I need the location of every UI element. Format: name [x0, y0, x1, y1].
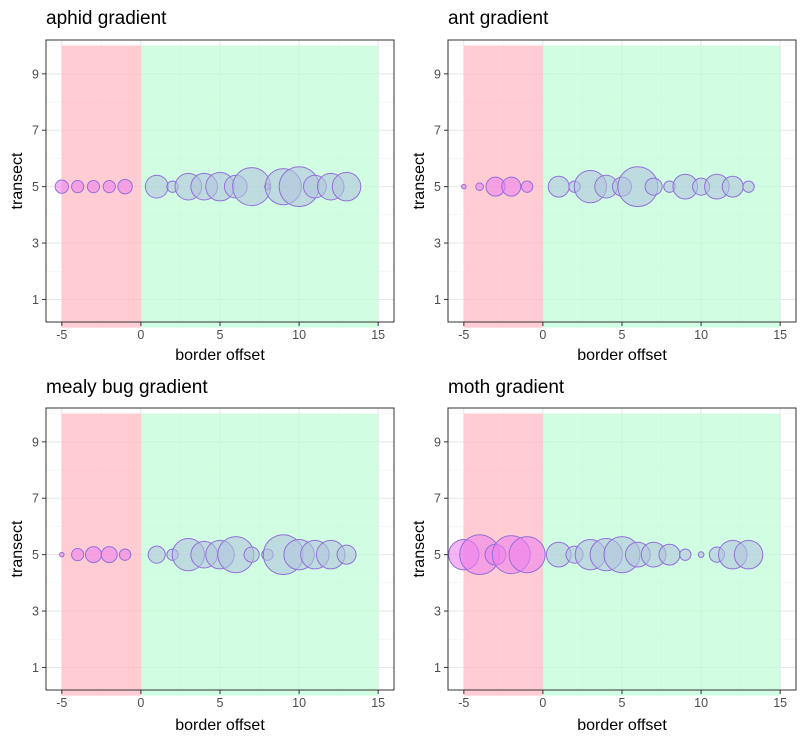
data-point [243, 546, 260, 563]
data-point [697, 551, 705, 558]
y-tick-label: 1 [434, 293, 441, 307]
y-tick-label: 3 [32, 605, 39, 619]
y-axis-label: transect [411, 520, 428, 577]
panel-title: moth gradient [448, 377, 565, 398]
data-point [117, 178, 133, 195]
panel-2: -5 0 5 10 15 1 3 5 7 9 ant gradient border offset tr… [411, 8, 797, 364]
x-tick-label: 15 [371, 328, 385, 342]
panel-3: -5 0 5 10 15 1 3 5 7 9 mealy bug gradient border of… [9, 377, 395, 734]
data-point [59, 551, 65, 558]
x-tick-label: 10 [694, 328, 708, 342]
data-point [71, 180, 85, 194]
x-axis-label: border offset [175, 347, 265, 364]
x-tick-label: 10 [694, 696, 708, 710]
y-tick-label: 9 [434, 435, 441, 449]
panel-title: mealy bug gradient [46, 377, 208, 398]
data-point [501, 176, 522, 197]
data-point [102, 180, 116, 194]
panel-1: -5 0 5 10 15 1 3 5 7 9 aphid gradient border offset… [9, 8, 395, 364]
x-axis-label: border offset [577, 347, 667, 364]
y-tick-label: 7 [434, 124, 441, 138]
x-tick-label: 5 [619, 696, 626, 710]
y-axis-label: transect [9, 152, 26, 209]
x-tick-label: 5 [619, 328, 626, 342]
y-tick-label: 7 [434, 492, 441, 506]
y-tick-label: 5 [434, 180, 441, 194]
data-point [336, 544, 357, 565]
y-tick-label: 1 [434, 661, 441, 675]
y-axis-label: transect [9, 520, 26, 577]
y-tick-label: 9 [434, 67, 441, 81]
data-point [144, 174, 169, 199]
data-point [520, 180, 534, 193]
x-tick-label: -5 [56, 328, 67, 342]
x-tick-label: 10 [292, 328, 306, 342]
x-tick-label: 5 [217, 696, 224, 710]
y-tick-label: 9 [32, 67, 39, 81]
data-point [658, 543, 681, 566]
data-point [71, 548, 85, 562]
data-point [331, 171, 362, 202]
panel-4: -5 0 5 10 15 1 3 5 7 9 moth gradient border offset t… [411, 377, 797, 734]
x-tick-label: -5 [56, 696, 67, 710]
data-point [86, 180, 101, 194]
data-point [475, 182, 484, 191]
x-tick-label: 0 [137, 696, 144, 710]
data-point [644, 177, 663, 196]
x-tick-label: -5 [458, 696, 469, 710]
y-axis-label: transect [411, 152, 428, 209]
y-tick-label: 7 [32, 492, 39, 506]
data-point [118, 548, 132, 561]
data-point [100, 546, 118, 564]
data-point [721, 175, 744, 198]
y-tick-label: 7 [32, 124, 39, 138]
x-tick-label: -5 [458, 328, 469, 342]
data-point [547, 175, 570, 198]
data-point [742, 180, 755, 193]
x-axis-label: border offset [577, 717, 667, 734]
y-tick-label: 5 [32, 548, 39, 562]
x-tick-label: 0 [539, 328, 546, 342]
y-tick-label: 3 [434, 605, 441, 619]
x-tick-label: 15 [773, 328, 787, 342]
x-tick-label: 15 [371, 696, 385, 710]
x-tick-label: 15 [773, 696, 787, 710]
data-point [54, 179, 69, 194]
panel-title: ant gradient [448, 8, 549, 29]
data-point [508, 536, 546, 574]
data-point [733, 539, 764, 570]
data-point [84, 546, 102, 564]
y-tick-label: 5 [32, 180, 39, 194]
x-axis-label: border offset [175, 717, 265, 734]
panel-title: aphid gradient [46, 8, 167, 29]
data-point [147, 545, 166, 564]
x-tick-label: 5 [217, 328, 224, 342]
y-tick-label: 1 [32, 293, 39, 307]
x-tick-label: 0 [539, 696, 546, 710]
y-tick-label: 5 [434, 548, 441, 562]
y-tick-label: 3 [32, 237, 39, 251]
x-tick-label: 0 [137, 328, 144, 342]
data-point [679, 548, 692, 561]
y-tick-label: 3 [434, 237, 441, 251]
y-tick-label: 1 [32, 661, 39, 675]
x-tick-label: 10 [292, 696, 306, 710]
y-tick-label: 9 [32, 435, 39, 449]
data-point [461, 183, 467, 190]
